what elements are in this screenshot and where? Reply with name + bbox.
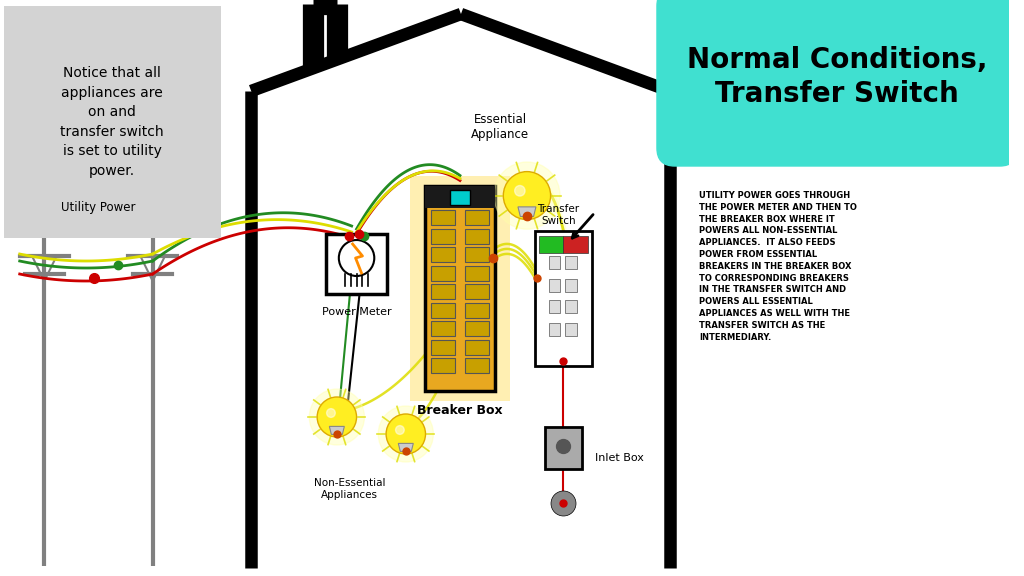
Bar: [431, 229, 455, 244]
Bar: [535, 230, 592, 366]
Text: Essential
Appliance: Essential Appliance: [471, 113, 529, 141]
Bar: [565, 279, 578, 291]
Text: Normal Conditions,
Transfer Switch: Normal Conditions, Transfer Switch: [687, 46, 987, 108]
Circle shape: [494, 162, 560, 229]
Text: Utility Power: Utility Power: [61, 201, 136, 214]
Circle shape: [327, 408, 335, 418]
Circle shape: [378, 406, 433, 462]
Text: Inlet Box: Inlet Box: [595, 453, 644, 463]
Bar: [431, 321, 455, 336]
Bar: [565, 323, 578, 335]
Bar: [465, 247, 488, 262]
Polygon shape: [518, 207, 536, 217]
Polygon shape: [330, 426, 344, 434]
Bar: [431, 266, 455, 281]
Bar: [465, 266, 488, 281]
Bar: [465, 321, 488, 336]
Bar: [4, 6, 220, 238]
Bar: [465, 284, 488, 299]
Circle shape: [395, 426, 404, 434]
Bar: [425, 185, 496, 391]
FancyBboxPatch shape: [657, 0, 1018, 166]
Bar: [565, 301, 578, 313]
Text: Transfer
Switch: Transfer Switch: [538, 204, 580, 225]
Bar: [549, 301, 560, 313]
Bar: [465, 302, 488, 317]
Bar: [326, 234, 387, 294]
Bar: [465, 210, 488, 225]
Text: Non-Essential
Appliances: Non-Essential Appliances: [314, 478, 385, 499]
Bar: [565, 256, 578, 270]
Circle shape: [317, 397, 356, 437]
Circle shape: [339, 240, 375, 276]
Bar: [549, 279, 560, 291]
Bar: [425, 185, 496, 207]
Bar: [431, 358, 455, 373]
Bar: [431, 302, 455, 317]
Polygon shape: [398, 444, 414, 452]
Circle shape: [386, 414, 426, 454]
Bar: [465, 339, 488, 354]
Bar: [549, 256, 560, 270]
Bar: [545, 427, 582, 469]
Bar: [431, 284, 455, 299]
Bar: [465, 229, 488, 244]
Bar: [431, 210, 455, 225]
Bar: [410, 176, 510, 400]
Text: UTILITY POWER GOES THROUGH
THE POWER METER AND THEN TO
THE BREAKER BOX WHERE IT
: UTILITY POWER GOES THROUGH THE POWER MET…: [699, 191, 857, 342]
Bar: [563, 236, 588, 252]
Bar: [539, 236, 563, 252]
Bar: [431, 247, 455, 262]
Text: Notice that all
appliances are
on and
transfer switch
is set to utility
power.: Notice that all appliances are on and tr…: [60, 66, 164, 178]
Bar: [549, 323, 560, 335]
Circle shape: [515, 185, 525, 196]
Bar: [451, 190, 470, 204]
Text: Power Meter: Power Meter: [322, 307, 391, 317]
Text: Breaker Box: Breaker Box: [417, 404, 503, 416]
Bar: [431, 339, 455, 354]
Circle shape: [504, 172, 551, 219]
Bar: [465, 358, 488, 373]
Circle shape: [309, 389, 365, 445]
